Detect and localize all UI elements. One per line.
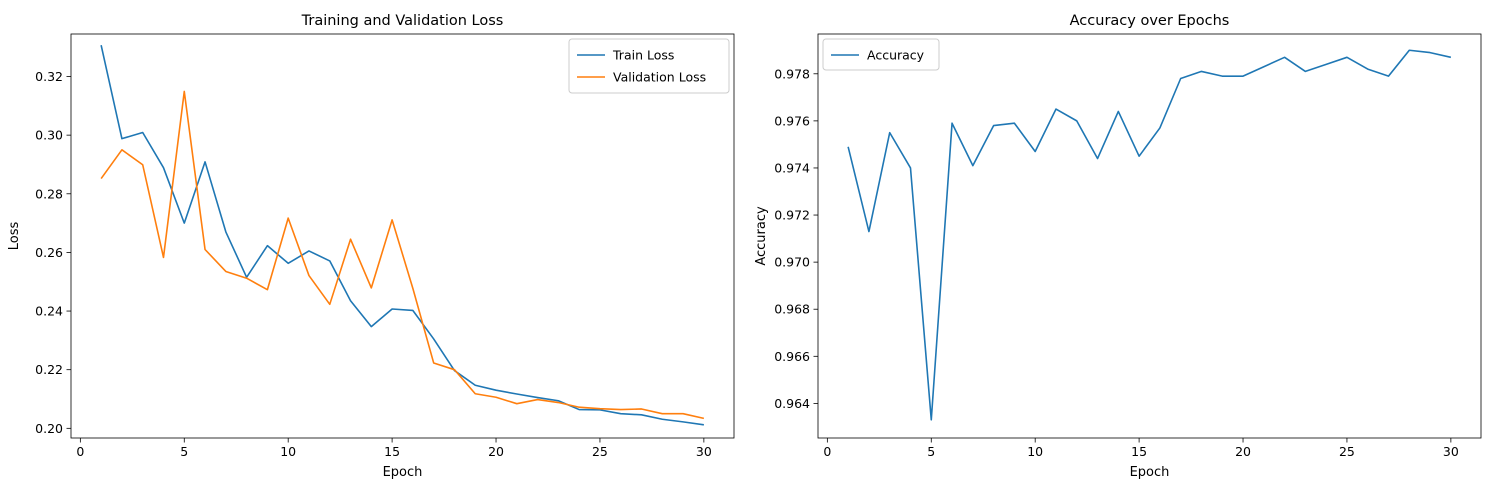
x-tick-label: 30 — [696, 444, 712, 459]
legend-label: Train Loss — [612, 48, 674, 63]
y-tick-label: 0.966 — [774, 349, 810, 364]
y-tick-label: 0.972 — [774, 208, 810, 223]
legend-box — [822, 38, 940, 71]
y-axis-label: Loss — [7, 222, 22, 251]
x-tick-label: 20 — [1235, 444, 1251, 459]
y-axis-label: Accuracy — [754, 206, 769, 266]
series-line-2 — [100, 90, 705, 420]
x-tick-label: 15 — [384, 444, 400, 459]
legend-label: Validation Loss — [613, 70, 706, 85]
legend-label: Accuracy — [867, 48, 925, 63]
series-line-1 — [100, 44, 704, 426]
y-tick-label: 0.26 — [35, 245, 63, 260]
x-tick-label: 25 — [1339, 444, 1355, 459]
x-tick-label: 0 — [76, 444, 84, 459]
y-tick-label: 0.970 — [774, 255, 810, 270]
chart-title: Training and Validation Loss — [301, 13, 504, 29]
x-tick-label: 5 — [180, 444, 188, 459]
x-tick-label: 5 — [927, 444, 935, 459]
y-tick-label: 0.968 — [774, 302, 810, 317]
y-tick-label: 0.24 — [35, 304, 63, 319]
x-tick-label: 10 — [1027, 444, 1043, 459]
x-tick-label: 20 — [488, 444, 504, 459]
y-tick-label: 0.22 — [35, 362, 63, 377]
chart-title: Accuracy over Epochs — [1070, 13, 1230, 29]
y-tick-label: 0.964 — [774, 396, 810, 411]
y-tick-label: 0.978 — [774, 66, 810, 81]
y-tick-label: 0.976 — [774, 113, 810, 128]
x-axis-label: Epoch — [383, 465, 423, 480]
legend-box — [568, 38, 730, 94]
plot-area-frame — [817, 33, 1482, 439]
x-axis-label: Epoch — [1130, 465, 1170, 480]
x-tick-label: 15 — [1131, 444, 1147, 459]
x-tick-label: 30 — [1443, 444, 1459, 459]
x-tick-label: 0 — [823, 444, 831, 459]
y-tick-label: 0.32 — [35, 69, 63, 84]
chart-panel-2: 0 5 10 15 20 25 30 0.964 0.966 0.968 0.970 0.972 0.9… — [754, 13, 1482, 480]
plot-area-frame — [70, 33, 735, 439]
y-tick-label: 0.20 — [35, 421, 63, 436]
chart-panel-1: 0 5 10 15 20 25 30 0.20 0.22 0.24 0.26 0.28 0.30 0.32… — [7, 13, 735, 480]
y-tick-label: 0.28 — [35, 186, 63, 201]
x-tick-label: 10 — [280, 444, 296, 459]
y-tick-label: 0.974 — [774, 160, 810, 175]
series-line-1 — [847, 49, 1452, 421]
y-tick-label: 0.30 — [35, 128, 63, 143]
x-tick-label: 25 — [592, 444, 608, 459]
